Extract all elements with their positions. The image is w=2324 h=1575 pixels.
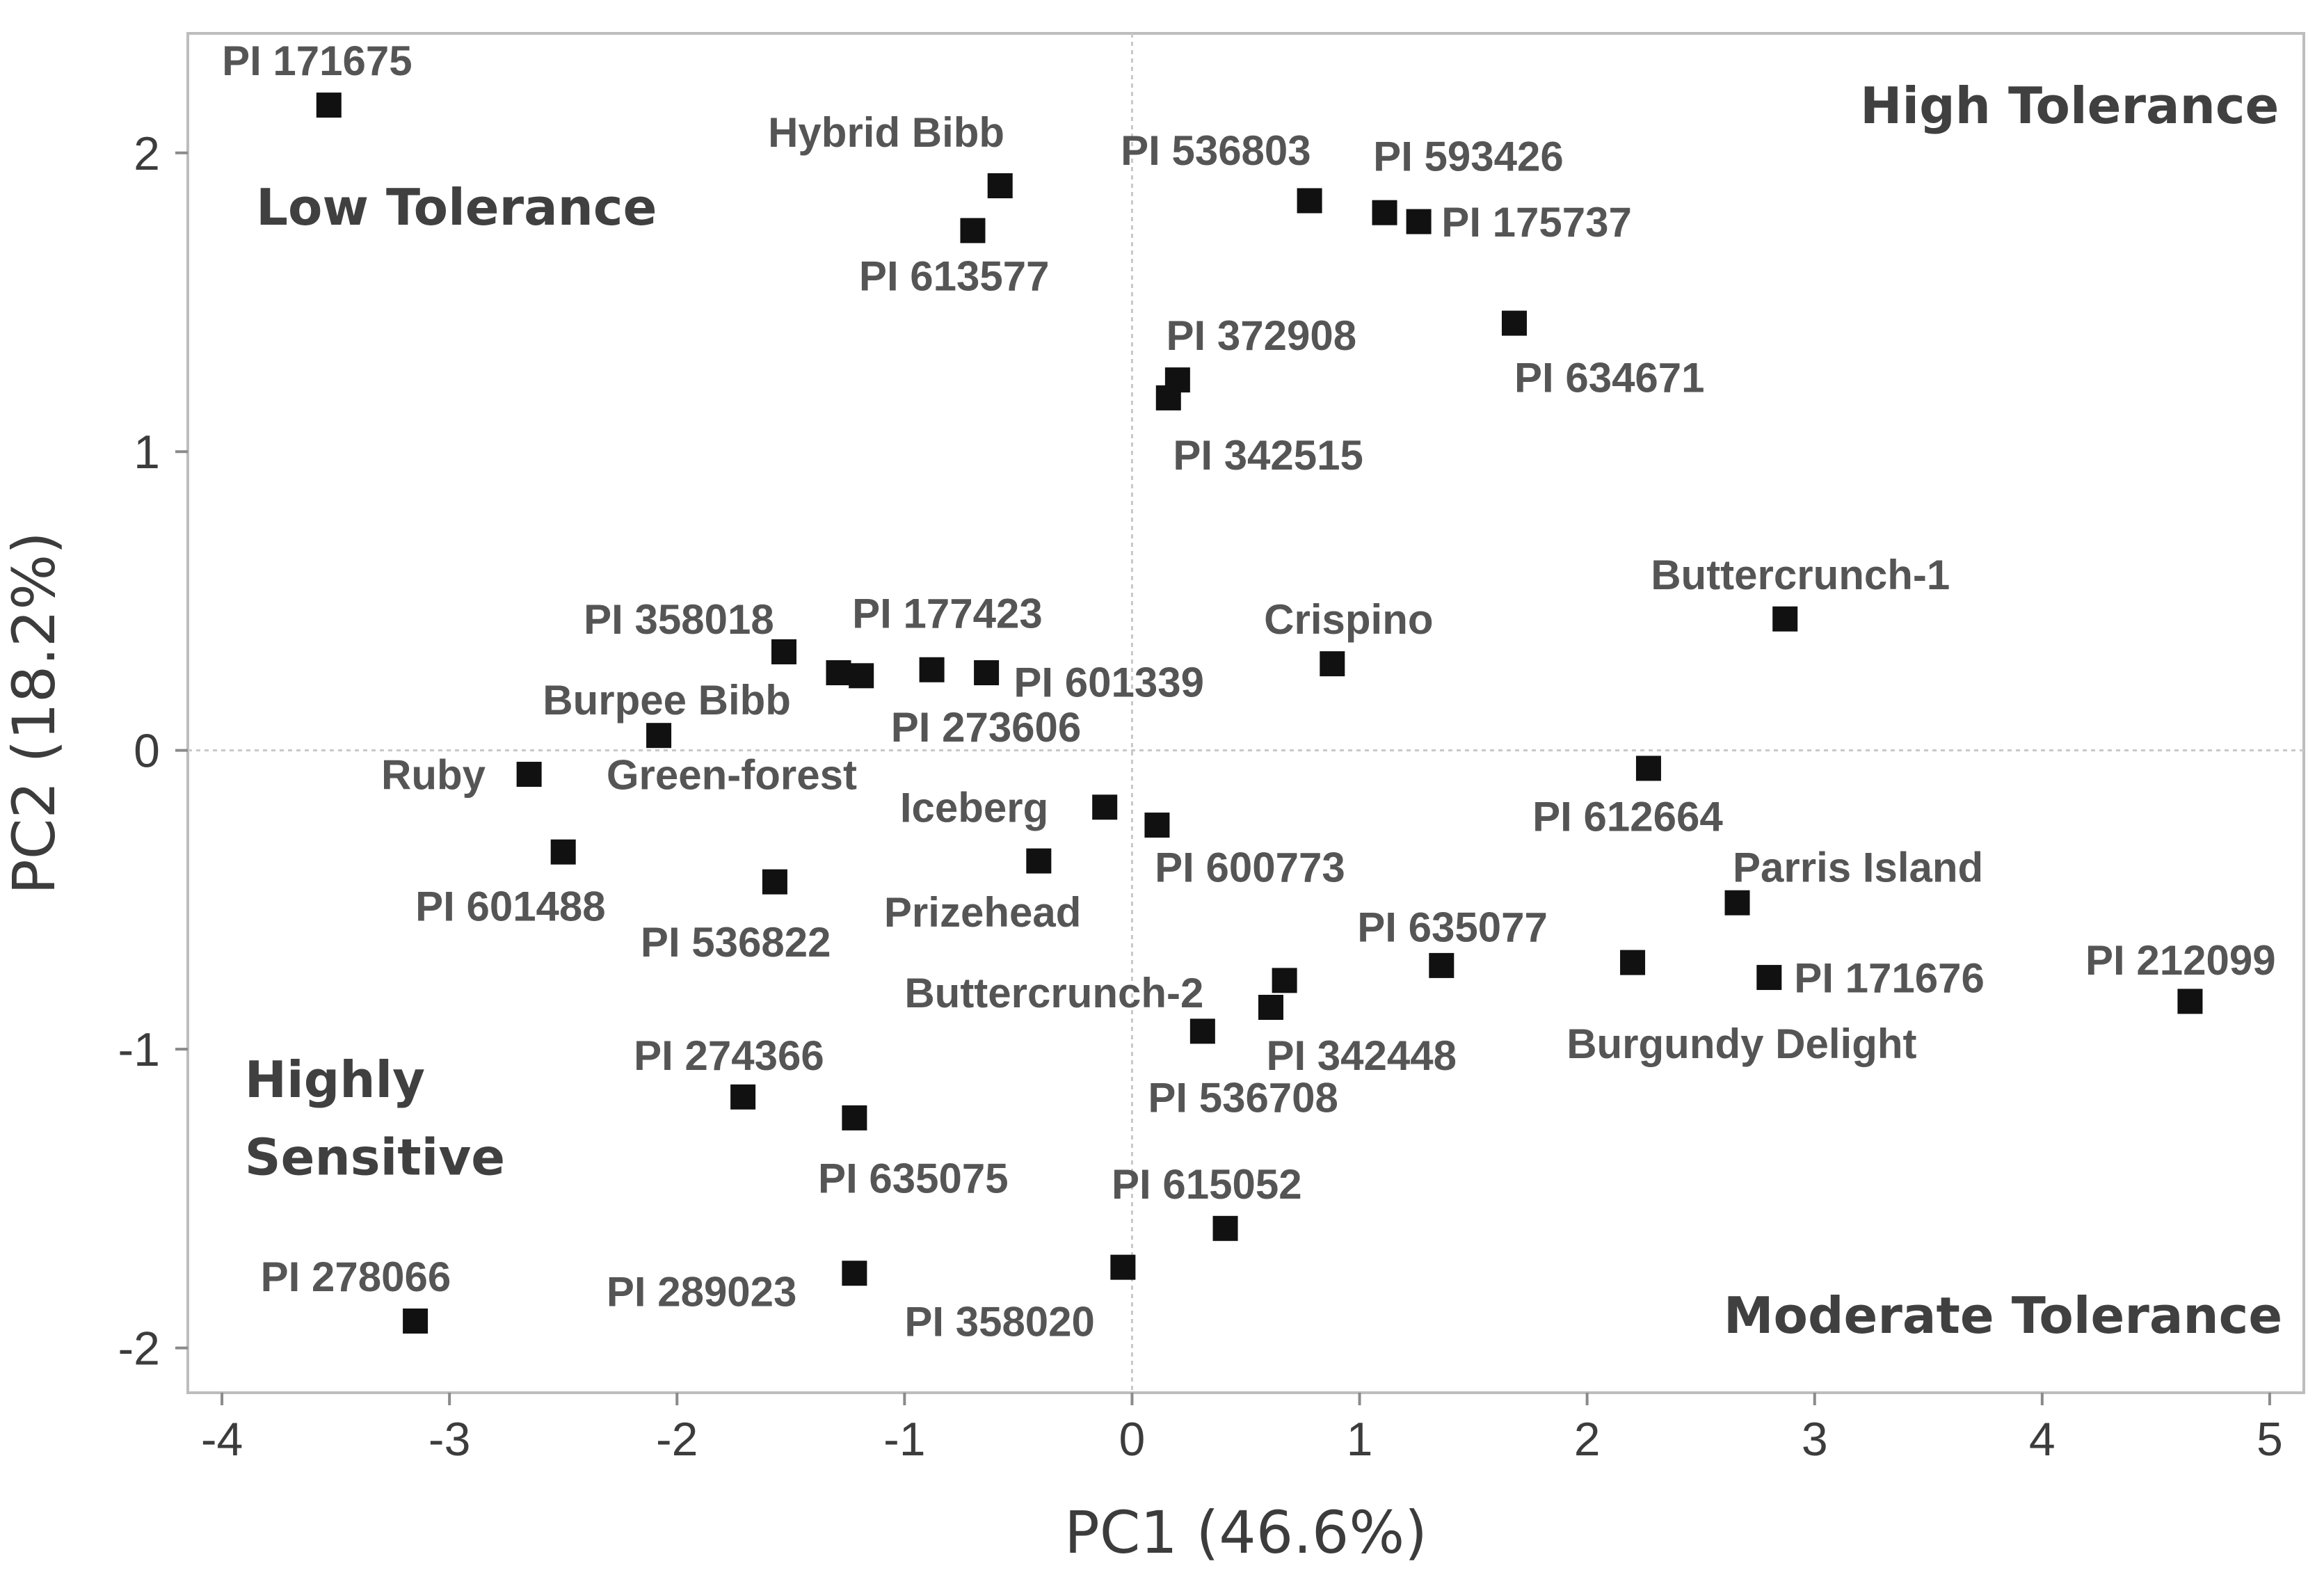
data-point: [1110, 1255, 1135, 1280]
data-point: [551, 840, 576, 865]
data-point: [1620, 950, 1645, 975]
point-label: Buttercrunch-1: [1651, 552, 1950, 598]
data-point: [920, 657, 945, 682]
data-point: [1407, 209, 1432, 234]
data-point: [849, 663, 874, 688]
x-tick-label: -2: [656, 1413, 698, 1466]
data-point: [1320, 651, 1345, 676]
data-point: [842, 1105, 867, 1130]
x-tick-label: 1: [1347, 1413, 1373, 1466]
data-point: [1272, 968, 1297, 993]
x-tick-label: 3: [1802, 1413, 1828, 1466]
point-label: PI 212099: [2085, 937, 2276, 984]
point-label: PI 171675: [222, 38, 412, 84]
x-axis-title: PC1 (46.6%): [1064, 1498, 1427, 1567]
x-tick-label: -3: [428, 1413, 470, 1466]
point-label: PI 342448: [1266, 1032, 1457, 1079]
data-point: [1213, 1216, 1238, 1241]
point-label: PI 593426: [1373, 134, 1564, 180]
y-tick-label: 1: [134, 426, 160, 479]
data-point: [1502, 311, 1527, 336]
point-label: PI 289023: [607, 1268, 797, 1315]
point-label: PI 601488: [415, 883, 606, 929]
data-point: [1026, 849, 1051, 874]
point-label: Burpee Bibb: [543, 677, 791, 723]
y-tick-label: 0: [134, 725, 160, 778]
x-tick-label: 5: [2257, 1413, 2283, 1466]
data-point: [1258, 995, 1283, 1020]
data-point: [1092, 794, 1117, 820]
point-label: PI 274366: [634, 1032, 824, 1079]
point-label: Buttercrunch-2: [904, 970, 1203, 1016]
y-axis-title: PC2 (18.2%): [0, 531, 68, 895]
point-label: PI 613577: [859, 253, 1050, 299]
point-label: Hybrid Bibb: [768, 109, 1004, 156]
quadrant-label: Highly: [245, 1050, 425, 1109]
point-label: Parris Island: [1733, 845, 1983, 891]
data-point: [988, 173, 1013, 198]
point-label: Green-forest: [607, 752, 857, 799]
data-point: [517, 762, 542, 787]
data-point: [1297, 188, 1322, 213]
data-point: [842, 1261, 867, 1286]
data-point: [762, 870, 787, 895]
data-point: [316, 93, 342, 118]
point-label: Iceberg: [900, 785, 1048, 831]
data-point: [1372, 200, 1397, 225]
point-label: PI 278066: [261, 1254, 451, 1300]
point-label: PI 635075: [818, 1155, 1009, 1201]
pca-scatter-chart: -4 -3 -2 -1 0 1 2 3 4 5 -2 -1 0 1 2 Low Tolerance High …: [0, 0, 2324, 1575]
y-tick-label: 2: [134, 127, 160, 180]
data-point: [1156, 385, 1181, 410]
data-point: [730, 1085, 755, 1110]
data-point: [826, 660, 851, 685]
data-point: [1429, 953, 1454, 978]
data-point: [1190, 1018, 1215, 1044]
point-label: PI 372908: [1167, 312, 1357, 359]
data-point: [1636, 755, 1661, 781]
data-point: [1725, 890, 1750, 916]
data-point: [646, 723, 671, 748]
point-label: PI 615052: [1112, 1161, 1302, 1208]
point-label: PI 635077: [1357, 904, 1548, 951]
point-label: Burgundy Delight: [1566, 1021, 1916, 1067]
data-point: [960, 218, 985, 243]
point-label: Prizehead: [884, 889, 1081, 936]
y-tick-label: -1: [118, 1023, 160, 1076]
point-label: PI 342515: [1173, 432, 1363, 479]
point-label: PI 175737: [1441, 199, 1632, 246]
quadrant-label: Sensitive: [245, 1128, 505, 1187]
point-label: PI 358020: [904, 1298, 1095, 1345]
data-point: [974, 660, 999, 685]
point-label: PI 536822: [641, 919, 831, 966]
point-label: PI 177423: [852, 591, 1043, 637]
x-tick-label: 0: [1119, 1413, 1146, 1466]
quadrant-label: Moderate Tolerance: [1724, 1286, 2282, 1345]
point-label: PI 612664: [1532, 794, 1723, 840]
x-tick-label: -1: [883, 1413, 925, 1466]
point-label: PI 358018: [584, 596, 774, 643]
quadrant-label: High Tolerance: [1860, 77, 2279, 135]
y-tick-label: -2: [118, 1322, 160, 1375]
data-point: [1756, 965, 1781, 990]
data-point: [771, 639, 796, 664]
point-label: PI 171676: [1794, 955, 1985, 1002]
point-label: PI 536803: [1121, 127, 1311, 174]
data-point: [1772, 607, 1797, 632]
point-label: Crispino: [1264, 596, 1433, 643]
point-label: PI 600773: [1155, 845, 1345, 891]
x-tick-label: 4: [2029, 1413, 2055, 1466]
point-label: Ruby: [381, 752, 486, 799]
data-point: [1144, 813, 1169, 838]
point-label: PI 601339: [1013, 659, 1204, 705]
point-label: PI 273606: [891, 704, 1082, 751]
x-tick-label: 2: [1574, 1413, 1601, 1466]
data-point: [403, 1309, 428, 1334]
point-label: PI 536708: [1148, 1074, 1338, 1121]
data-point: [2177, 989, 2202, 1014]
point-label: PI 634671: [1514, 354, 1705, 401]
quadrant-label: Low Tolerance: [256, 178, 657, 237]
x-tick-label: -4: [201, 1413, 243, 1466]
